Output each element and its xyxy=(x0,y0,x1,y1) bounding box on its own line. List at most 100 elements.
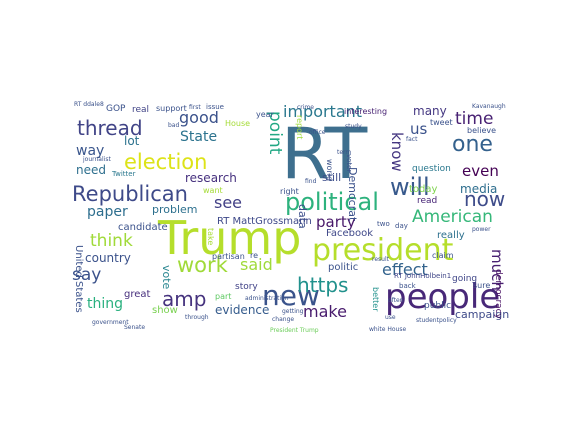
word: will xyxy=(390,173,430,201)
word: policy xyxy=(439,317,457,324)
word: issue xyxy=(206,103,224,111)
word: take xyxy=(206,228,215,246)
word: party xyxy=(316,213,356,231)
word: today xyxy=(409,184,438,195)
word: getting xyxy=(282,308,304,315)
word: country xyxy=(85,251,131,265)
word: time xyxy=(455,109,494,129)
word: partisan xyxy=(212,252,245,261)
word: really xyxy=(437,230,465,241)
word: Trump xyxy=(158,211,302,265)
word: power xyxy=(472,226,491,233)
word: thing xyxy=(87,296,124,312)
word: right xyxy=(280,187,299,196)
word: going xyxy=(452,274,478,284)
word: president xyxy=(312,233,454,268)
word: journalist xyxy=(83,156,111,163)
word: support xyxy=(156,104,187,113)
word: read xyxy=(417,196,438,206)
word: part xyxy=(215,292,232,301)
word: say xyxy=(72,265,102,285)
word: find xyxy=(305,178,317,185)
word: voter xyxy=(345,154,353,173)
word: RT xyxy=(281,113,368,195)
word: good xyxy=(179,108,219,127)
word: often xyxy=(388,297,404,304)
word: better xyxy=(371,287,380,312)
word: result xyxy=(372,256,389,263)
word: work xyxy=(177,253,228,277)
word: election xyxy=(124,150,208,174)
word: fact xyxy=(406,136,418,143)
word: see xyxy=(214,193,243,212)
word: interesting xyxy=(344,107,388,116)
word: said xyxy=(240,255,273,274)
word: make xyxy=(303,302,347,321)
word: paper xyxy=(87,204,128,220)
word: vote xyxy=(160,265,173,290)
word: evidence xyxy=(215,303,270,317)
word: question xyxy=(412,164,451,174)
word: re xyxy=(250,251,259,260)
word: campaign xyxy=(455,308,510,321)
word: year xyxy=(256,110,274,119)
word: people xyxy=(385,277,501,317)
word: want xyxy=(203,186,223,195)
word: need xyxy=(76,163,106,177)
word: day xyxy=(395,222,408,230)
word: RT MattGrossmann xyxy=(217,216,312,227)
word: through xyxy=(185,314,209,321)
word: way xyxy=(76,143,105,159)
word: politic xyxy=(328,262,359,273)
word: Republican xyxy=(72,182,188,206)
word: great xyxy=(124,289,151,300)
word: political xyxy=(285,188,379,216)
word: Democrat xyxy=(346,167,359,222)
word: President Trump xyxy=(270,327,319,334)
word: claim xyxy=(432,251,454,260)
word: white House xyxy=(369,326,407,333)
word: Twitter xyxy=(112,170,136,178)
word: effect xyxy=(382,260,428,279)
word: show xyxy=(152,305,178,316)
word: Facebook xyxy=(326,228,373,239)
word: back xyxy=(399,282,416,290)
word: important xyxy=(283,102,363,121)
word: even xyxy=(462,162,499,180)
word: administration xyxy=(245,295,289,302)
word: public xyxy=(424,301,452,311)
word: many xyxy=(413,104,447,118)
word: two xyxy=(377,220,390,228)
word: State xyxy=(180,129,218,145)
word: real xyxy=(132,105,150,115)
word: report xyxy=(295,115,304,140)
word: sure xyxy=(473,281,491,290)
word: first xyxy=(189,104,201,111)
word: bad xyxy=(168,122,180,129)
word: us xyxy=(410,120,428,138)
word: believe xyxy=(467,126,497,135)
word-cloud: RT Trump people president new political … xyxy=(72,97,518,334)
word: office xyxy=(309,129,326,136)
word: government xyxy=(92,319,129,326)
word: media xyxy=(460,182,498,196)
word: RT JohnHolbein1 xyxy=(394,272,452,280)
word: crime xyxy=(297,104,314,111)
word: lot xyxy=(124,134,140,148)
word: term xyxy=(337,149,352,156)
word: know xyxy=(388,132,406,172)
word: democracy xyxy=(493,269,503,319)
word: think xyxy=(90,231,133,251)
word: Senate xyxy=(124,324,146,331)
word: story xyxy=(235,282,258,292)
word: still xyxy=(322,171,342,184)
word: candidate xyxy=(118,222,168,233)
word: one xyxy=(452,132,493,157)
word: thread xyxy=(77,116,143,140)
word: new xyxy=(262,279,320,312)
word: world xyxy=(325,159,334,182)
word: use xyxy=(385,314,396,321)
word: research xyxy=(185,171,237,185)
word: change xyxy=(272,316,295,323)
word: tweet xyxy=(430,118,453,127)
